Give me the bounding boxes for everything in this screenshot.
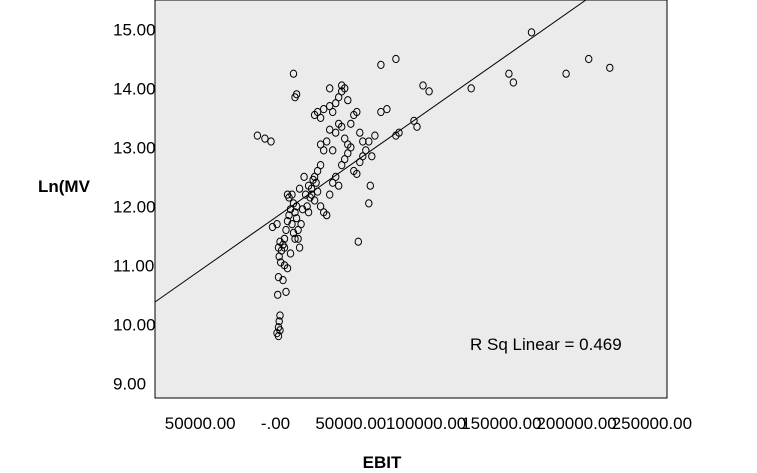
x-tick-label: 100000.00 [386, 414, 466, 433]
x-tick-label: 50000.00 [315, 414, 386, 433]
data-point [329, 146, 337, 155]
data-point [291, 208, 299, 217]
data-point [326, 84, 334, 93]
y-axis-title: Ln(MV [38, 177, 91, 196]
data-point [365, 199, 373, 208]
data-point [326, 190, 334, 199]
data-point [297, 220, 305, 229]
data-point [286, 249, 295, 258]
fit-line [154, 0, 587, 303]
data-point [344, 140, 352, 149]
data-point [274, 332, 283, 341]
data-point [300, 172, 308, 181]
data-point [332, 128, 340, 137]
data-point [283, 264, 292, 273]
data-point [338, 81, 346, 90]
data-point [467, 84, 475, 93]
data-point [279, 276, 287, 285]
data-point [329, 107, 337, 117]
data-point [359, 137, 367, 146]
data-point [275, 317, 283, 326]
data-point [356, 128, 364, 137]
y-axis-ticks: 9.00 10.00 11.00 12.00 13.00 14.00 15.00 [113, 21, 156, 394]
data-point [419, 81, 427, 90]
data-point [527, 28, 536, 37]
data-point [509, 78, 518, 87]
data-point [377, 60, 385, 70]
x-tick-label: 200000.00 [536, 414, 616, 433]
data-point [335, 181, 343, 190]
x-axis-title: EBIT [363, 453, 402, 472]
data-point [323, 137, 331, 146]
data-point [366, 181, 374, 190]
data-point [323, 211, 331, 220]
data-point [392, 54, 400, 64]
data-point [316, 161, 325, 170]
y-tick-label: 15.00 [113, 21, 156, 40]
data-point [347, 119, 355, 128]
data-point [310, 196, 319, 205]
y-tick-label: 12.00 [113, 197, 156, 216]
data-point [338, 122, 346, 131]
data-point [320, 146, 328, 155]
data-point [371, 131, 379, 140]
data-point [562, 69, 570, 78]
data-point [289, 69, 298, 78]
data-point [505, 69, 513, 78]
x-tick-label: -.00 [261, 414, 290, 433]
data-point [368, 152, 376, 161]
data-point [253, 131, 262, 140]
data-point [304, 208, 313, 217]
data-point [294, 234, 302, 243]
data-point [332, 172, 340, 181]
data-point [274, 290, 282, 299]
data-point [295, 184, 304, 193]
y-tick-label: 10.00 [113, 315, 156, 334]
data-point [291, 234, 299, 243]
data-point [413, 122, 421, 131]
data-point [292, 90, 301, 99]
r-squared-label: R Sq Linear = 0.469 [470, 335, 622, 354]
data-point [354, 237, 362, 246]
data-point [280, 234, 289, 243]
y-tick-label: 14.00 [113, 79, 156, 98]
plot-area [154, 0, 668, 399]
data-point [277, 258, 285, 267]
data-point [282, 225, 290, 235]
data-point [316, 113, 325, 123]
data-point [292, 214, 301, 223]
data-point [282, 287, 290, 296]
data-point [353, 107, 361, 117]
data-point [585, 54, 593, 64]
data-point [304, 181, 313, 190]
y-tick-label: 9.00 [113, 374, 146, 393]
x-tick-label: 50000.00 [165, 414, 236, 433]
x-tick-label: 150000.00 [461, 414, 541, 433]
data-point [344, 96, 352, 105]
y-tick-label: 11.00 [113, 256, 154, 275]
data-point [280, 243, 289, 252]
data-point [288, 220, 296, 229]
data-point [273, 220, 281, 229]
data-point [276, 311, 284, 320]
points-layer [253, 28, 614, 341]
data-point [288, 190, 296, 199]
data-point [425, 87, 433, 96]
x-axis-ticks: 50000.00 -.00 50000.00 100000.00150000.0020… [165, 414, 692, 433]
data-point [383, 105, 391, 114]
data-point [295, 243, 304, 252]
data-point [267, 137, 275, 146]
data-point [353, 169, 361, 178]
y-tick-label: 13.00 [113, 138, 156, 157]
data-point [606, 63, 614, 72]
x-tick-label: 250000.00 [612, 414, 692, 433]
data-point [303, 202, 311, 211]
data-point [312, 178, 320, 187]
